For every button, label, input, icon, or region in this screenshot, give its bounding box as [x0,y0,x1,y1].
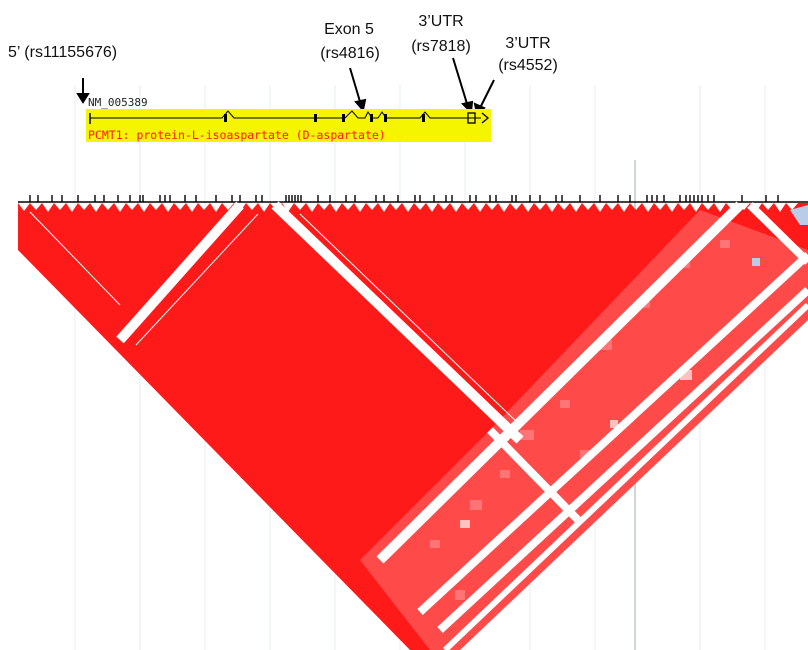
gene-track [86,109,491,142]
ld-lower-right-block [360,210,808,650]
five-prime-arrowhead [76,93,90,104]
exon5-arrowhead [354,98,367,113]
exon5-label-line1: Exon 5 [324,21,374,38]
snp-marker-row [18,195,808,203]
exon5-label-line2: (rs4816) [320,45,380,62]
utr-rs4552-arrow [479,79,495,109]
ld-separators [29,201,808,650]
utr-rs7818-arrow [452,57,469,108]
five-prime-label: 5’ (rs11155676) [8,44,118,61]
gene-description: PCMT1: protein-L-isoaspartate (D-asparta… [88,128,386,142]
utr-rs7818-label-line1: 3’UTR [418,13,464,30]
ld-light-cells [460,370,692,528]
gene-accession: NM_005389 [88,96,148,109]
gene-direction-arrow [481,112,490,124]
utr-rs4552-label-line1: 3’UTR [505,35,551,52]
ld-heatmap [18,201,808,650]
utr-rs7818-label-line2: (rs7818) [411,38,471,55]
ld-low-cells [752,205,808,266]
gene-exons [224,114,425,122]
gene-utr-box [467,112,476,124]
snp-ticks [29,195,779,202]
exon5-arrow [349,67,362,106]
utr-rs4552-label-line2: (rs4552) [498,57,558,74]
